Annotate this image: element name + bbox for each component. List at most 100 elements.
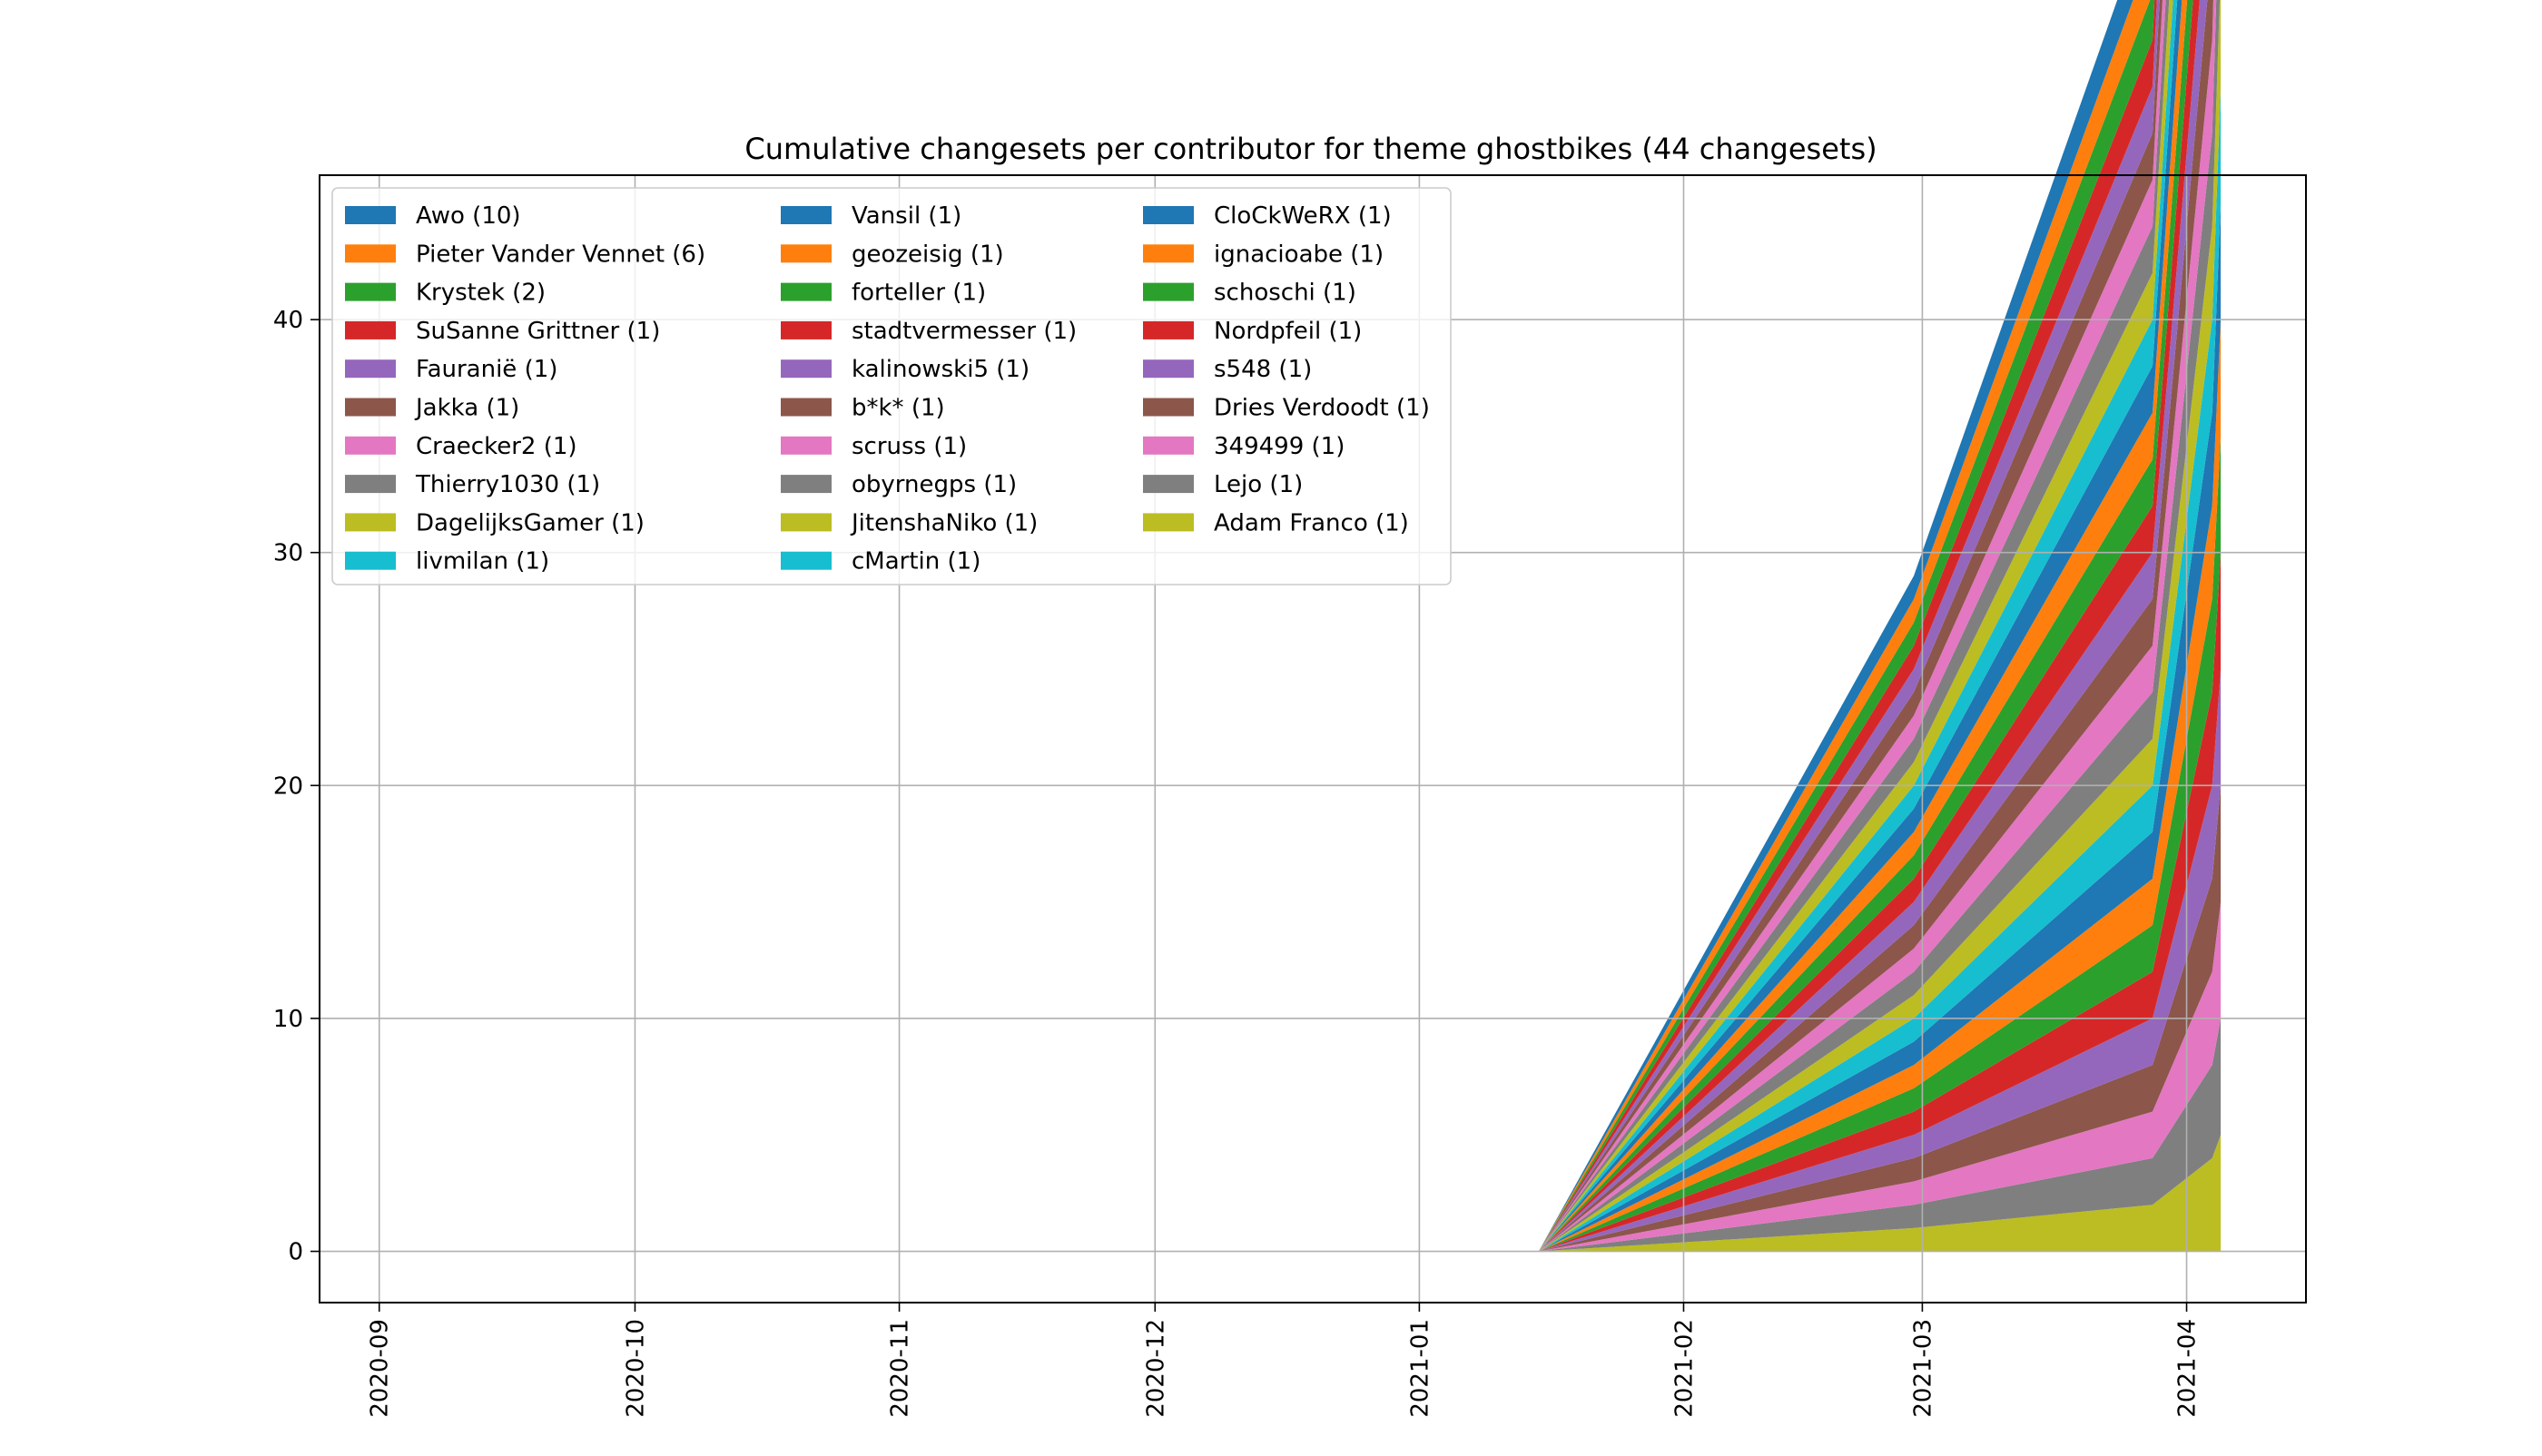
legend-item: Vansil (1) [781, 202, 961, 230]
legend-swatch [1143, 475, 1194, 494]
legend-swatch [345, 320, 396, 339]
legend-label: s548 (1) [1214, 356, 1312, 383]
legend-label: b*k* (1) [852, 395, 945, 422]
legend-item: obyrnegps (1) [781, 471, 1017, 498]
legend-label: ignacioabe (1) [1214, 241, 1384, 268]
legend-swatch [781, 436, 832, 455]
legend-swatch [345, 475, 396, 494]
legend-item: kalinowski5 (1) [781, 356, 1030, 383]
legend-label: livmilan (1) [416, 548, 549, 576]
legend: Awo (10) Pieter Vander Vennet (6) Krystek … [331, 187, 1452, 585]
legend-label: CloCkWeRX (1) [1214, 202, 1392, 230]
legend-item: Awo (10) [345, 202, 521, 230]
legend-item: Dries Verdoodt (1) [1143, 395, 1430, 422]
legend-item: cMartin (1) [781, 548, 980, 576]
area-series-349499 [1538, 901, 2222, 1252]
legend-item: 349499 (1) [1143, 433, 1345, 460]
legend-swatch [781, 206, 832, 224]
legend-label: JitenshaNiko (1) [850, 509, 1038, 536]
legend-label: Pieter Vander Vennet (6) [416, 241, 705, 268]
legend-item: stadtvermesser (1) [781, 318, 1077, 345]
legend-swatch [1143, 244, 1194, 263]
legend-label: Adam Franco (1) [1214, 509, 1409, 536]
legend-item: Craecker2 (1) [345, 433, 577, 460]
legend-label: kalinowski5 (1) [852, 356, 1030, 383]
legend-item: DagelijksGamer (1) [345, 509, 645, 536]
legend-swatch [345, 282, 396, 301]
legend-label: Vansil (1) [852, 202, 961, 230]
x-tick-label: 2021-04 [2174, 1319, 2202, 1418]
area-series-adam-franco [1538, 1135, 2222, 1252]
legend-label: scruss (1) [852, 433, 967, 460]
legend-swatch [345, 206, 396, 224]
legend-item: ignacioabe (1) [1143, 241, 1384, 268]
legend-swatch [1143, 320, 1194, 339]
legend-label: Nordpfeil (1) [1214, 318, 1362, 345]
y-tick-label: 30 [273, 540, 303, 567]
legend-swatch [781, 475, 832, 494]
legend-item: Krystek (2) [345, 280, 546, 307]
legend-item: Fauranië (1) [345, 356, 557, 383]
x-tick-label: 2021-03 [1909, 1319, 1936, 1418]
area-series-forteller [1538, 0, 2193, 1252]
legend-item: livmilan (1) [345, 548, 549, 576]
legend-item: Lejo (1) [1143, 471, 1303, 498]
chart-title: Cumulative changesets per contributor fo… [744, 132, 1877, 166]
legend-swatch [781, 551, 832, 570]
x-tick-label: 2020-12 [1142, 1319, 1169, 1418]
legend-swatch [1143, 398, 1194, 417]
x-tick-label: 2021-02 [1670, 1319, 1698, 1418]
legend-label: Thierry1030 (1) [415, 471, 600, 498]
legend-swatch [781, 359, 832, 379]
legend-swatch [345, 436, 396, 455]
legend-label: 349499 (1) [1214, 433, 1345, 460]
legend-item: Pieter Vander Vennet (6) [345, 241, 705, 268]
legend-label: Fauranië (1) [416, 356, 557, 383]
legend-swatch [781, 398, 832, 417]
legend-swatch [1143, 513, 1194, 532]
legend-label: forteller (1) [852, 280, 986, 307]
legend-swatch [1143, 206, 1194, 224]
legend-item: Thierry1030 (1) [345, 471, 600, 498]
legend-label: Jakka (1) [414, 395, 519, 422]
legend-item: s548 (1) [1143, 356, 1312, 383]
legend-label: geozeisig (1) [852, 241, 1004, 268]
legend-swatch [345, 513, 396, 532]
x-tick-label: 2020-10 [622, 1319, 649, 1418]
x-tick-label: 2020-09 [367, 1319, 394, 1418]
legend-swatch [345, 359, 396, 379]
area-series-dries-verdoodt [1538, 785, 2222, 1252]
x-tick-label: 2021-01 [1406, 1319, 1434, 1418]
legend-swatch [345, 398, 396, 417]
legend-label: obyrnegps (1) [852, 471, 1017, 498]
legend-item: scruss (1) [781, 433, 967, 460]
y-tick-label: 20 [273, 772, 303, 800]
legend-item: Adam Franco (1) [1143, 509, 1409, 536]
legend-item: schoschi (1) [1143, 280, 1356, 307]
y-tick-label: 40 [273, 307, 303, 334]
plot-frame [319, 174, 2307, 1304]
legend-item: b*k* (1) [781, 395, 945, 422]
legend-swatch [781, 282, 832, 301]
legend-label: Lejo (1) [1214, 471, 1303, 498]
legend-swatch [345, 244, 396, 263]
legend-swatch [781, 320, 832, 339]
legend-item: CloCkWeRX (1) [1143, 202, 1392, 230]
axis-layer: 2020-09 2020-10 2020-11 2020-12 2021-01 2021-… [273, 174, 2307, 1418]
legend-label: SuSanne Grittner (1) [416, 318, 660, 345]
y-tick-label: 10 [273, 1006, 303, 1033]
legend-label: Craecker2 (1) [416, 433, 577, 460]
legend-item: SuSanne Grittner (1) [345, 318, 660, 345]
y-tick-label: 0 [288, 1239, 303, 1266]
legend-label: stadtvermesser (1) [852, 318, 1077, 345]
legend-label: schoschi (1) [1214, 280, 1356, 307]
series-layer [1538, 0, 2222, 1252]
legend-item: Nordpfeil (1) [1143, 318, 1362, 345]
area-series-obyrnegps [1538, 0, 2220, 1252]
legend-label: Dries Verdoodt (1) [1214, 395, 1430, 422]
legend-item: JitenshaNiko (1) [781, 509, 1038, 536]
legend-item: geozeisig (1) [781, 241, 1004, 268]
legend-swatch [781, 513, 832, 532]
